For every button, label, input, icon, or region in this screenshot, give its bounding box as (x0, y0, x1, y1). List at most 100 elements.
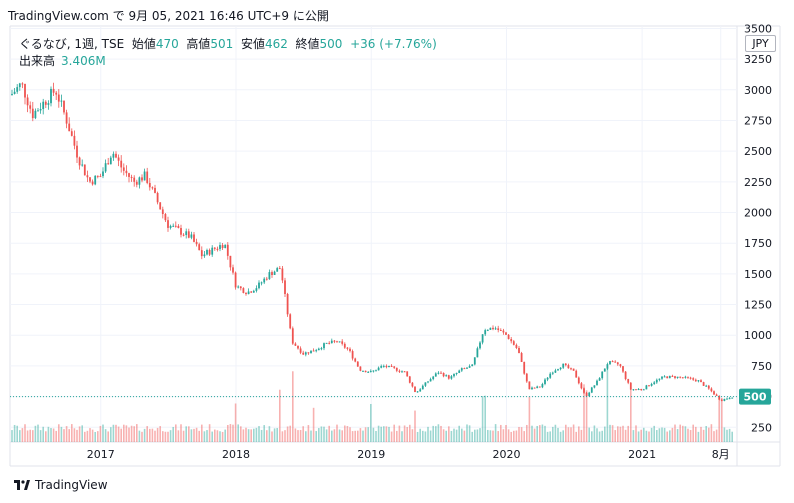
volume-value: 3.406M (61, 54, 106, 68)
candle-body (349, 348, 351, 352)
candle-body (549, 373, 552, 378)
volume-bar (575, 431, 577, 442)
volume-bar (588, 427, 590, 442)
candle-body (229, 255, 232, 268)
candle-body (141, 177, 143, 181)
volume-bar (63, 429, 65, 442)
volume-bar (448, 426, 450, 442)
candle-body (661, 376, 663, 379)
volume-bar (73, 428, 76, 442)
brand-footer: TradingView (14, 478, 108, 492)
candle-body (507, 334, 510, 340)
candle-body (242, 288, 245, 293)
volume-bar (221, 431, 224, 442)
volume-bar (112, 424, 115, 442)
candle-body (700, 380, 702, 383)
volume-bar (424, 431, 427, 442)
volume-bar (206, 430, 208, 442)
volume-bar (494, 424, 497, 442)
volume-bar (65, 426, 68, 442)
price-chart[interactable]: 250 500 750 1000 1250 1500 1750 2000 2250 2500 275… (0, 0, 794, 470)
candle-body (297, 345, 299, 349)
currency-button[interactable]: JPY (745, 35, 776, 52)
candle-body (705, 385, 708, 387)
volume-bar (567, 427, 570, 442)
candle-body (564, 363, 567, 366)
volume-bar (331, 430, 333, 442)
volume-bar (307, 425, 310, 442)
volume-bar (245, 427, 247, 442)
volume-bar (159, 426, 161, 442)
volume-bar (570, 427, 572, 442)
candle-body (268, 272, 271, 280)
candle-body (627, 379, 630, 383)
candle-body (447, 375, 450, 379)
candle-body (182, 234, 185, 236)
candle-body (510, 339, 513, 342)
volume-bar (645, 430, 648, 442)
volume-bar (471, 431, 473, 442)
candle-body (601, 371, 604, 379)
candle-body (359, 366, 362, 371)
open-label: 始値 (131, 37, 156, 51)
candle-body (676, 376, 679, 379)
candle-body (499, 330, 502, 332)
candle-body (603, 368, 606, 372)
candle-body (146, 171, 149, 183)
volume-bar (502, 429, 505, 442)
candle-body (614, 361, 617, 363)
candle-body (440, 372, 442, 374)
candle-body (375, 370, 377, 372)
volume-bar (427, 426, 429, 442)
candle-body (460, 368, 463, 371)
candle-body (492, 327, 494, 330)
candle-body (130, 176, 133, 178)
candle-body (520, 353, 523, 362)
candle-body (343, 343, 346, 348)
volume-bar (533, 428, 536, 442)
volume-bar (445, 430, 447, 442)
change-value: +36 (+7.76%) (350, 37, 437, 51)
candle-body (476, 348, 479, 358)
candle-body (133, 177, 136, 182)
volume-bar (78, 426, 81, 442)
volume-bar (552, 426, 554, 442)
x-tick-label: 8月 (712, 448, 730, 461)
volume-bar (289, 425, 291, 442)
volume-bar (455, 429, 458, 442)
volume-bar (383, 426, 385, 442)
candle-body (512, 341, 515, 345)
volume-bar (13, 424, 16, 442)
volume-bar (650, 427, 653, 442)
volume-bar (172, 426, 174, 442)
volume-bar (341, 430, 343, 442)
y-tick-label: 2500 (744, 145, 772, 158)
candle-body (135, 181, 138, 185)
candle-body (86, 175, 89, 178)
candle-body (658, 378, 661, 380)
volume-bar (141, 431, 143, 442)
candle-body (726, 398, 728, 400)
x-tick-label: 2021 (628, 448, 656, 461)
candle-body (174, 225, 177, 227)
candle-body (466, 367, 468, 369)
candle-body (323, 343, 325, 349)
candle-body (276, 268, 279, 272)
volume-bar (416, 431, 419, 442)
volume-bar (250, 429, 252, 442)
close-label: 終値 (295, 37, 320, 51)
last-price-badge (739, 388, 771, 405)
candle-body (258, 282, 260, 289)
volume-bar (492, 430, 494, 442)
volume-bar (484, 395, 486, 442)
candle-body (416, 391, 419, 393)
candle-body (385, 365, 388, 368)
candle-body (562, 363, 565, 368)
brand-name: TradingView (35, 478, 108, 492)
volume-bar (34, 425, 37, 442)
volume-bar (323, 426, 325, 442)
candle-body (237, 286, 240, 288)
volume-bar (11, 430, 13, 442)
candle-body (689, 377, 692, 379)
candle-body (541, 383, 544, 388)
